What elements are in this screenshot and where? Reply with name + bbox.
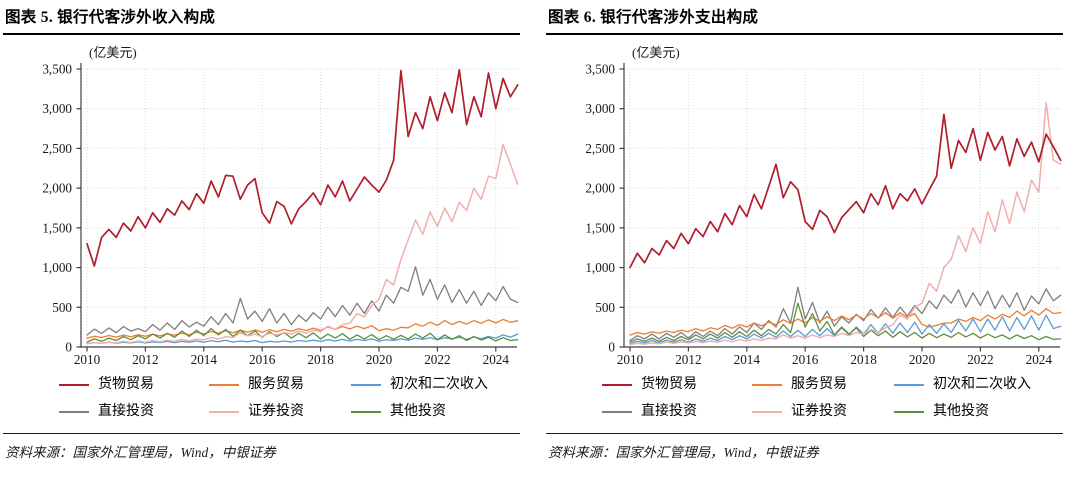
svg-text:3,000: 3,000 [585,101,615,116]
expense-chart: 0 500 1,000 1,500 2,000 2,500 3,000 3,500 2010 20… [585,45,1062,367]
svg-text:2016: 2016 [792,352,819,367]
legend-item: 服务贸易 [752,377,894,393]
legend-label: 初次和二次收入 [390,377,488,392]
svg-text:3,000: 3,000 [42,101,72,116]
svg-text:2018: 2018 [307,352,334,367]
legend-swatch [752,411,782,413]
svg-text:2,000: 2,000 [42,181,72,196]
legend-item: 直接投资 [602,404,752,420]
legend-label: 货物贸易 [641,377,697,392]
legend-label: 初次和二次收入 [933,377,1031,392]
svg-text:2,000: 2,000 [585,181,615,196]
legend-item: 初次和二次收入 [351,377,520,393]
svg-text:2020: 2020 [366,352,393,367]
svg-text:1,500: 1,500 [585,220,615,235]
legend-swatch [59,411,89,413]
legend-label: 服务贸易 [791,377,847,392]
svg-text:2024: 2024 [483,352,510,367]
svg-text:0: 0 [65,340,72,355]
legend-swatch [894,411,924,413]
legend-label: 直接投资 [98,404,154,419]
svg-text:2018: 2018 [850,352,877,367]
legend-swatch [209,411,239,413]
svg-text:1,000: 1,000 [42,260,72,275]
chart-title-income: 图表 5. 银行代客涉外收入构成 [3,6,520,35]
svg-text:2016: 2016 [249,352,276,367]
svg-text:2012: 2012 [132,352,158,367]
svg-text:(亿美元): (亿美元) [89,45,137,60]
legend-swatch [351,411,381,413]
svg-text:2012: 2012 [675,352,701,367]
source-note-expense: 资料来源：国家外汇管理局，Wind，中银证券 [546,433,1063,461]
legend-label: 其他投资 [933,404,989,419]
source-note-income: 资料来源：国家外汇管理局，Wind，中银证券 [3,433,520,461]
legend-item: 其他投资 [351,404,520,420]
svg-text:2024: 2024 [1026,352,1053,367]
svg-text:1,000: 1,000 [585,260,615,275]
svg-text:3,500: 3,500 [585,62,615,77]
svg-text:2010: 2010 [617,352,644,367]
legend-item: 初次和二次收入 [894,377,1063,393]
svg-text:2,500: 2,500 [42,141,72,156]
legend-label: 其他投资 [390,404,446,419]
svg-text:(亿美元): (亿美元) [632,45,680,60]
legend-swatch [752,384,782,386]
legend-swatch [602,411,632,413]
svg-text:2,500: 2,500 [585,141,615,156]
svg-text:2014: 2014 [191,352,218,367]
income-chart-panel: 图表 5. 银行代客涉外收入构成 0 500 1,000 1,500 2,000 2,50… [3,6,520,461]
svg-text:3,500: 3,500 [42,62,72,77]
svg-text:500: 500 [595,300,615,315]
expense-chart-legend: 货物贸易 服务贸易 初次和二次收入直接投资 证券投资 其他投资 [602,377,1063,420]
legend-swatch [209,384,239,386]
chart-title-expense: 图表 6. 银行代客涉外支出构成 [546,6,1063,35]
expense-chart-panel: 图表 6. 银行代客涉外支出构成 0 500 1,000 1,500 2,000 2,50… [540,0,1080,486]
legend-item: 服务贸易 [209,377,351,393]
legend-swatch [894,384,924,386]
legend-item: 证券投资 [209,404,351,420]
svg-text:2022: 2022 [967,352,993,367]
legend-item: 直接投资 [59,404,209,420]
legend-label: 货物贸易 [98,377,154,392]
income-chart: 0 500 1,000 1,500 2,000 2,500 3,000 3,500 2010 20… [42,45,519,367]
legend-item: 其他投资 [894,404,1063,420]
income-chart-legend: 货物贸易 服务贸易 初次和二次收入直接投资 证券投资 其他投资 [59,377,520,420]
legend-label: 服务贸易 [248,377,304,392]
svg-text:0: 0 [608,340,615,355]
legend-label: 证券投资 [791,404,847,419]
svg-text:2010: 2010 [74,352,101,367]
legend-item: 证券投资 [752,404,894,420]
svg-text:2022: 2022 [424,352,450,367]
legend-swatch [602,384,632,386]
svg-text:500: 500 [52,300,72,315]
legend-swatch [59,384,89,386]
legend-item: 货物贸易 [602,377,752,393]
legend-label: 证券投资 [248,404,304,419]
legend-item: 货物贸易 [59,377,209,393]
svg-text:2014: 2014 [734,352,761,367]
svg-text:1,500: 1,500 [42,220,72,235]
svg-text:2020: 2020 [909,352,936,367]
legend-swatch [351,384,381,386]
legend-label: 直接投资 [641,404,697,419]
